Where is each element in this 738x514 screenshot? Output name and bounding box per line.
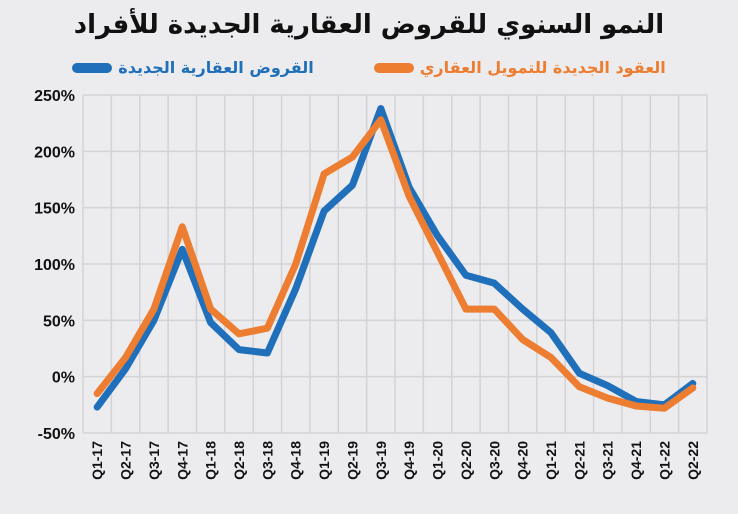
legend-item-loans: القروض العقارية الجديدة [72, 58, 314, 77]
x-tick-label: Q3-19 [373, 441, 389, 480]
x-tick-label: Q3-18 [259, 441, 275, 480]
x-tick-label: Q4-18 [288, 441, 304, 480]
x-tick-label: Q2-19 [344, 441, 360, 480]
y-tick-label: 200% [34, 144, 75, 161]
legend-item-contracts: العقود الجديدة للتمويل العقاري [373, 58, 666, 77]
legend-swatch [373, 62, 414, 73]
x-tick-label: Q2-18 [231, 441, 247, 480]
x-tick-label: Q4-17 [174, 441, 190, 480]
x-tick-label: Q1-18 [203, 441, 219, 480]
y-tick-label: 150% [34, 201, 75, 218]
x-tick-label: Q2-17 [118, 441, 134, 480]
y-tick-label: 100% [34, 257, 75, 274]
x-tick-label: Q2-22 [685, 441, 701, 480]
legend-swatch [72, 62, 113, 73]
series-line-contracts [93, 116, 697, 412]
y-tick-label: 250% [34, 88, 75, 105]
legend-label: القروض العقارية الجديدة [118, 58, 314, 77]
x-tick-label: Q1-17 [89, 441, 105, 480]
x-tick-label: Q3-17 [146, 441, 162, 480]
x-tick-label: Q1-21 [543, 441, 559, 480]
x-tick-label: Q3-21 [600, 441, 616, 480]
x-tick-label: Q4-19 [401, 441, 417, 480]
x-tick-label: Q4-21 [628, 441, 644, 480]
y-tick-label: -50% [38, 426, 75, 443]
x-tick-label: Q1-20 [430, 441, 446, 480]
x-tick-label: Q4-20 [515, 441, 531, 480]
series-line-loans [93, 105, 697, 411]
y-tick-label: 50% [43, 313, 75, 330]
x-tick-label: Q3-20 [486, 441, 502, 480]
chart-title: النمو السنوي للقروض العقارية الجديدة للأ… [73, 10, 665, 40]
x-tick-label: Q1-22 [656, 441, 672, 480]
x-tick-label: Q2-20 [458, 441, 474, 480]
legend-label: العقود الجديدة للتمويل العقاري [419, 58, 666, 77]
legend: العقود الجديدة للتمويل العقاري القروض ال… [0, 58, 738, 77]
x-tick-label: Q2-21 [571, 441, 587, 480]
x-tick-label: Q1-19 [316, 441, 332, 480]
y-tick-label: 0% [52, 370, 75, 387]
